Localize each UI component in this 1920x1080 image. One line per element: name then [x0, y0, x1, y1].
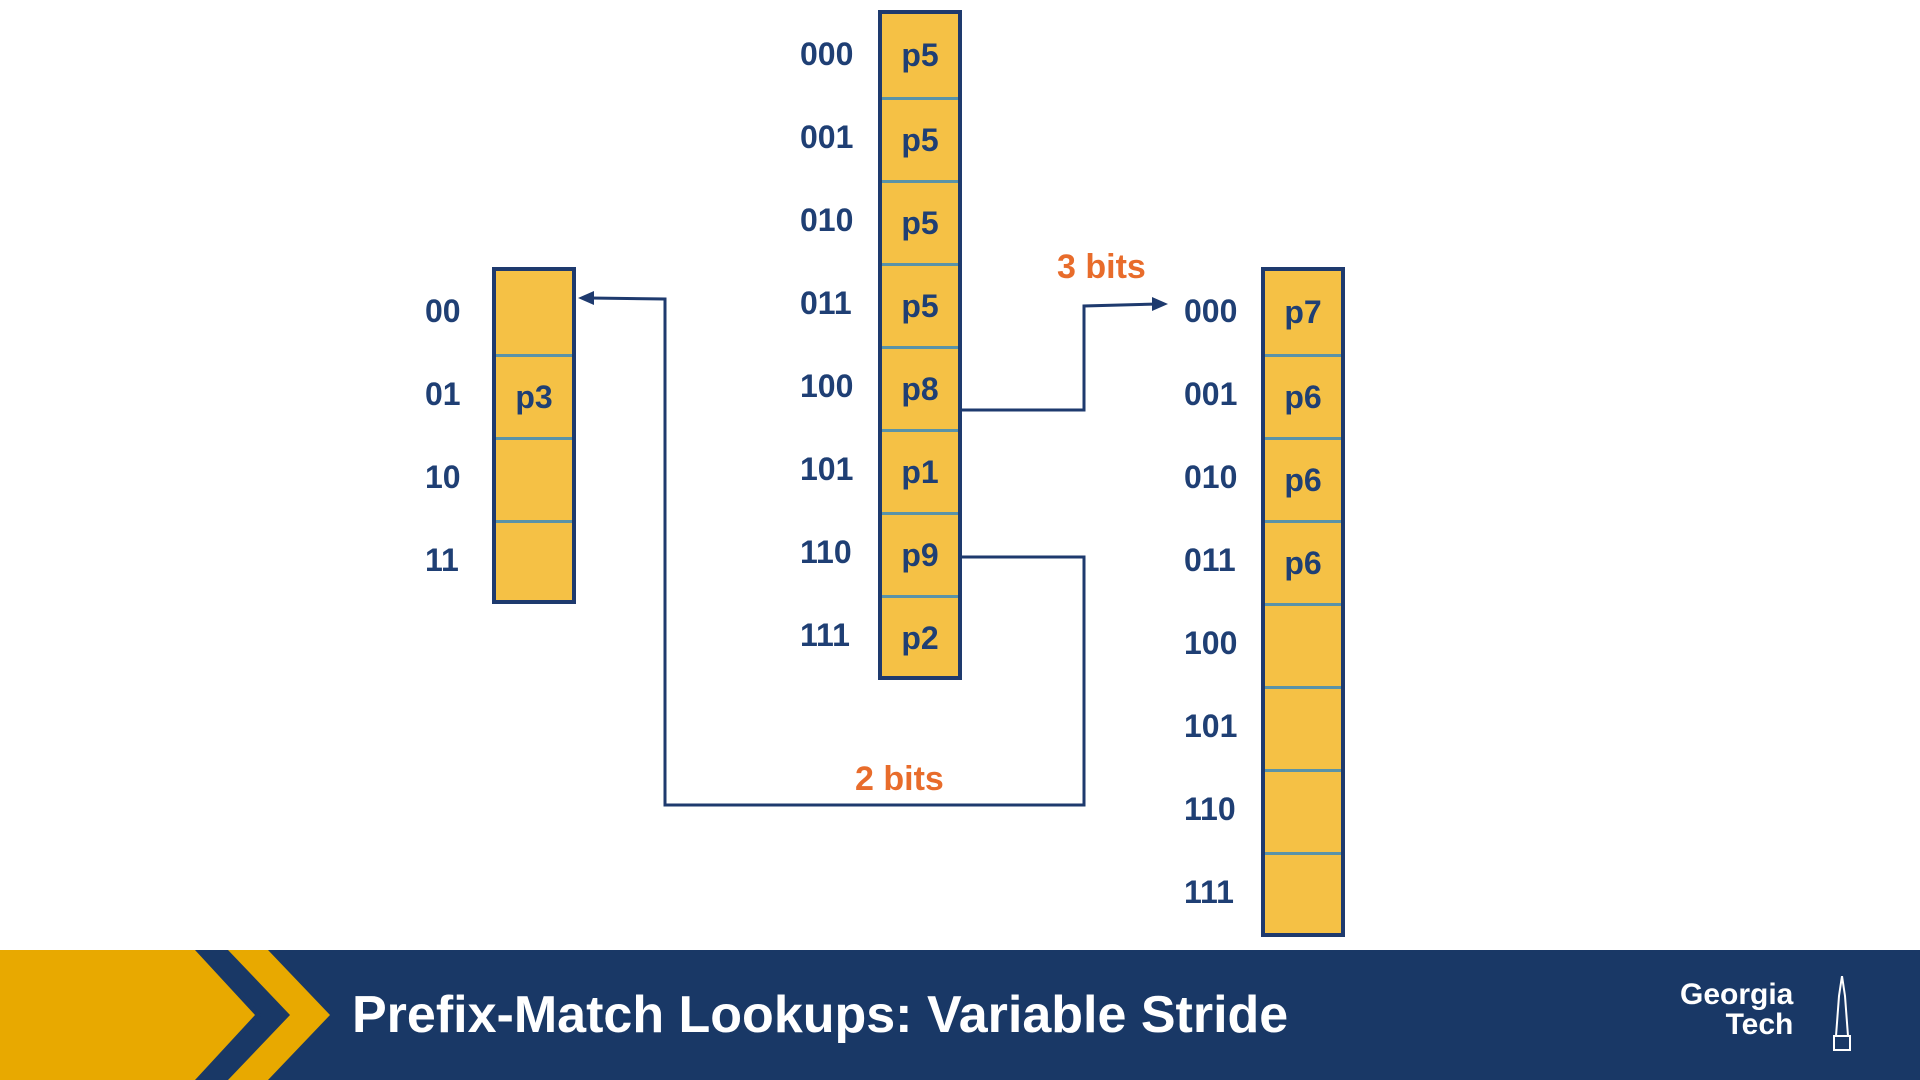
right-index-101: 101 — [1184, 708, 1238, 744]
left-index-10: 10 — [425, 459, 461, 495]
right-index-100: 100 — [1184, 625, 1238, 661]
center-cell-110: p9 — [882, 512, 958, 595]
right-cell-100 — [1265, 603, 1341, 686]
edge-label-3-bits: 3 bits — [1057, 248, 1146, 286]
right-index-001: 001 — [1184, 376, 1238, 412]
center-cell-001: p5 — [882, 97, 958, 180]
georgia-tech-logo: Georgia Tech — [1680, 980, 1793, 1040]
left-index-11: 11 — [425, 542, 459, 578]
center-index-010: 010 — [800, 202, 854, 238]
center-index-000: 000 — [800, 36, 854, 72]
brand-line2: Tech — [1725, 1008, 1794, 1041]
brand-line1: Georgia — [1680, 978, 1794, 1011]
slide-title: Prefix-Match Lookups: Variable Stride — [352, 986, 1289, 1044]
left-index-00: 00 — [425, 293, 461, 329]
center-cell-111: p2 — [882, 595, 958, 678]
right-index-011: 011 — [1184, 542, 1236, 578]
center-index-001: 001 — [800, 119, 854, 155]
chevron-icon — [0, 950, 330, 1080]
connectors — [578, 291, 1168, 807]
center-index-100: 100 — [800, 368, 854, 404]
center-cell-000: p5 — [901, 37, 939, 73]
arrowhead-left — [578, 291, 594, 305]
edge-label-2-bits: 2 bits — [855, 760, 944, 798]
right-table: p7 p6 p6 p6 — [1261, 267, 1345, 937]
left-cell-01: p3 — [496, 354, 572, 437]
center-cell-100: p8 — [882, 346, 958, 429]
center-cell-101: p1 — [882, 429, 958, 512]
connector-p8-to-right-table — [962, 302, 1159, 412]
center-index-101: 101 — [800, 451, 854, 487]
left-cell-11 — [496, 520, 572, 603]
right-cell-000: p7 — [1284, 294, 1322, 330]
arrowhead-right — [1152, 297, 1168, 311]
right-cell-111 — [1265, 852, 1341, 935]
left-table: p3 — [492, 267, 576, 604]
center-index-110: 110 — [800, 534, 852, 570]
right-cell-001: p6 — [1265, 354, 1341, 437]
center-table: p5 p5 p5 p5 p8 p1 p9 p2 — [878, 10, 962, 680]
right-cell-010: p6 — [1265, 437, 1341, 520]
right-index-110: 110 — [1184, 791, 1236, 827]
center-cell-011: p5 — [882, 263, 958, 346]
right-cell-110 — [1265, 769, 1341, 852]
center-cell-010: p5 — [882, 180, 958, 263]
right-index-111: 111 — [1184, 874, 1234, 910]
center-index-111: 111 — [800, 617, 850, 653]
right-cell-011: p6 — [1265, 520, 1341, 603]
right-index-010: 010 — [1184, 459, 1238, 495]
center-index-011: 011 — [800, 285, 852, 321]
connector-p9-to-left-table — [589, 296, 1086, 807]
left-index-01: 01 — [425, 376, 461, 412]
right-cell-101 — [1265, 686, 1341, 769]
left-cell-10 — [496, 437, 572, 520]
footer-bar: Prefix-Match Lookups: Variable Stride Ge… — [0, 950, 1920, 1080]
tower-icon — [1833, 976, 1851, 1051]
right-index-000: 000 — [1184, 293, 1238, 329]
